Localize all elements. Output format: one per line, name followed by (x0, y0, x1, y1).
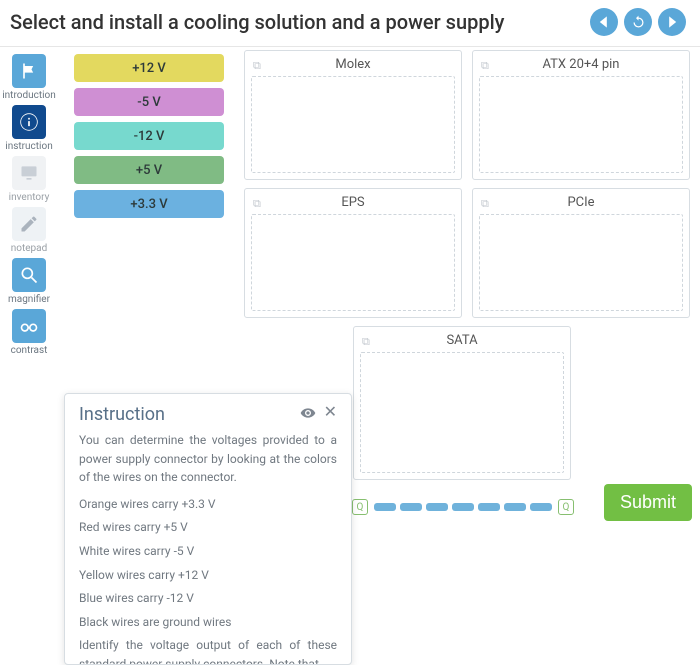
sidebar-item-label: introduction (2, 90, 56, 101)
instruction-outro: Identify the voltage output of each of t… (79, 636, 337, 665)
zone-dropbox[interactable] (251, 76, 455, 173)
instruction-line: Red wires carry +5 V (79, 518, 337, 537)
zone-eps[interactable]: ⧉ EPS (244, 188, 462, 318)
voltage-chip-3[interactable]: +5 V (74, 156, 224, 184)
zone-molex[interactable]: ⧉ Molex (244, 50, 462, 180)
link-icon: ⧉ (481, 59, 489, 73)
instruction-line: Yellow wires carry +12 V (79, 566, 337, 585)
flag-icon (12, 54, 46, 88)
instruction-title: Instruction (79, 404, 165, 425)
voltage-chip-4[interactable]: +3.3 V (74, 190, 224, 218)
zone-pcie[interactable]: ⧉ PCIe (472, 188, 690, 318)
close-icon[interactable]: ✕ (324, 405, 337, 425)
zone-row-1: ⧉ Molex ⧉ ATX 20+4 pin (244, 50, 690, 180)
page-title: Select and install a cooling solution an… (10, 10, 504, 34)
link-icon: ⧉ (481, 197, 489, 211)
instruction-line: Blue wires carry -12 V (79, 589, 337, 608)
sidebar: introduction instruction inventory notepad m… (0, 48, 58, 360)
monitor-icon (12, 156, 46, 190)
zone-dropbox[interactable] (360, 352, 564, 473)
glasses-icon (12, 309, 46, 343)
zone-label: PCIe (567, 195, 594, 210)
zone-label: ATX 20+4 pin (543, 57, 620, 72)
zone-atx[interactable]: ⧉ ATX 20+4 pin (472, 50, 690, 180)
instruction-line: Black wires are ground wires (79, 613, 337, 632)
sidebar-item-magnifier[interactable]: magnifier (2, 258, 56, 305)
sidebar-item-label: instruction (5, 141, 52, 152)
progress-segment (452, 503, 474, 511)
instruction-line: White wires carry -5 V (79, 542, 337, 561)
link-icon: ⧉ (253, 197, 261, 211)
zone-label: SATA (446, 333, 477, 348)
triangle-right-icon (665, 15, 679, 29)
voltage-chip-0[interactable]: +12 V (74, 54, 224, 82)
sidebar-item-label: contrast (11, 345, 48, 356)
link-icon: ⧉ (362, 335, 370, 349)
voltage-chip-1[interactable]: -5 V (74, 88, 224, 116)
instruction-intro: You can determine the voltages provided … (79, 431, 337, 487)
refresh-button[interactable] (624, 8, 652, 36)
magnify-icon (12, 258, 46, 292)
instruction-lines: Orange wires carry +3.3 V Red wires carry… (79, 495, 337, 632)
header: Select and install a cooling solution an… (0, 0, 700, 47)
zone-label: EPS (341, 195, 364, 210)
progress-marker-right-icon: Q (558, 499, 574, 515)
progress-segment (478, 503, 500, 511)
sidebar-item-label: inventory (9, 192, 50, 203)
progress-segment (374, 503, 396, 511)
zone-dropbox[interactable] (479, 214, 683, 311)
submit-button[interactable]: Submit (604, 484, 692, 521)
link-icon: ⧉ (253, 59, 261, 73)
progress-segment (426, 503, 448, 511)
sidebar-item-inventory[interactable]: inventory (2, 156, 56, 203)
zone-dropbox[interactable] (251, 214, 455, 311)
info-icon (12, 105, 46, 139)
sidebar-item-contrast[interactable]: contrast (2, 309, 56, 356)
sidebar-item-label: notepad (11, 243, 48, 254)
refresh-icon (631, 15, 646, 30)
instruction-panel: Instruction ✕ You can determine the volt… (64, 393, 352, 665)
progress-segment (400, 503, 422, 511)
progress-bar: Q Q (352, 499, 598, 515)
instruction-line: Orange wires carry +3.3 V (79, 495, 337, 514)
zone-label: Molex (335, 57, 370, 72)
header-nav (590, 8, 686, 36)
sidebar-item-introduction[interactable]: introduction (2, 54, 56, 101)
progress-segment (530, 503, 552, 511)
progress-marker-left-icon: Q (352, 499, 368, 515)
progress-segments (374, 503, 552, 511)
sidebar-item-label: magnifier (8, 294, 50, 305)
sidebar-item-instruction[interactable]: instruction (2, 105, 56, 152)
triangle-left-icon (597, 15, 611, 29)
sidebar-item-notepad[interactable]: notepad (2, 207, 56, 254)
zone-row-2: ⧉ EPS ⧉ PCIe (244, 188, 690, 318)
next-button[interactable] (658, 8, 686, 36)
progress-segment (504, 503, 526, 511)
voltage-column: +12 V -5 V -12 V +5 V +3.3 V (74, 54, 224, 218)
voltage-chip-2[interactable]: -12 V (74, 122, 224, 150)
visibility-icon[interactable] (300, 405, 316, 425)
zone-sata[interactable]: ⧉ SATA (353, 326, 571, 480)
instruction-body: You can determine the voltages provided … (79, 431, 337, 665)
pencil-icon (12, 207, 46, 241)
prev-button[interactable] (590, 8, 618, 36)
zone-dropbox[interactable] (479, 76, 683, 173)
